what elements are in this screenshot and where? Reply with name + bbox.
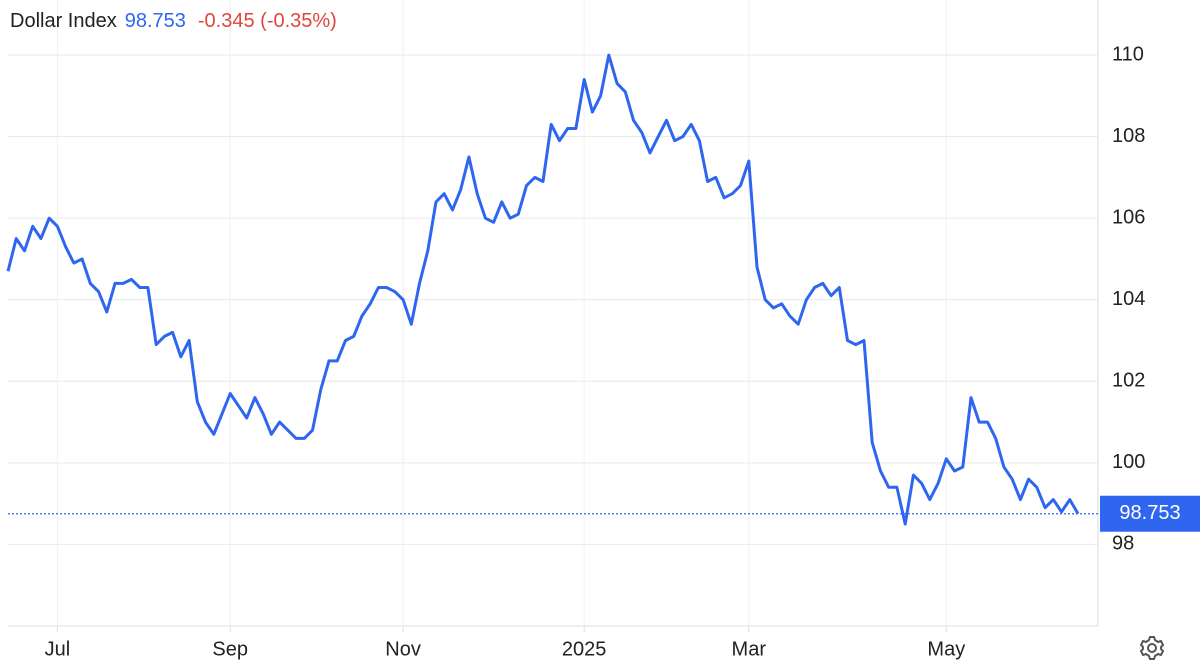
- x-tick-label: Mar: [732, 638, 767, 660]
- y-tick-label: 98: [1112, 533, 1134, 555]
- chart-title: Dollar Index: [10, 10, 117, 32]
- y-tick-label: 110: [1112, 43, 1144, 65]
- price: 98.753: [125, 10, 186, 32]
- line: [6, 53, 1080, 526]
- x-tick-label: Jul: [45, 638, 71, 660]
- y-tick-label: 102: [1112, 370, 1145, 392]
- x-tick-label: 2025: [562, 638, 607, 660]
- last-value-label: 98.753: [1119, 502, 1180, 524]
- y-tick-label: 104: [1112, 288, 1145, 310]
- last-value-box: [1100, 495, 1200, 532]
- change: -0.345 (-0.35%): [198, 10, 337, 32]
- x-tick-label: May: [927, 638, 965, 660]
- y-tick-label: 100: [1112, 451, 1145, 473]
- y-tick-label: 106: [1112, 206, 1145, 228]
- header: Dollar Index 98.753 -0.345 (-0.35%): [10, 10, 337, 32]
- x-tick-label: Sep: [212, 638, 248, 660]
- settings-icon[interactable]: [1139, 636, 1165, 660]
- x-tick-label: Nov: [385, 638, 421, 660]
- y-tick-label: 108: [1112, 125, 1145, 147]
